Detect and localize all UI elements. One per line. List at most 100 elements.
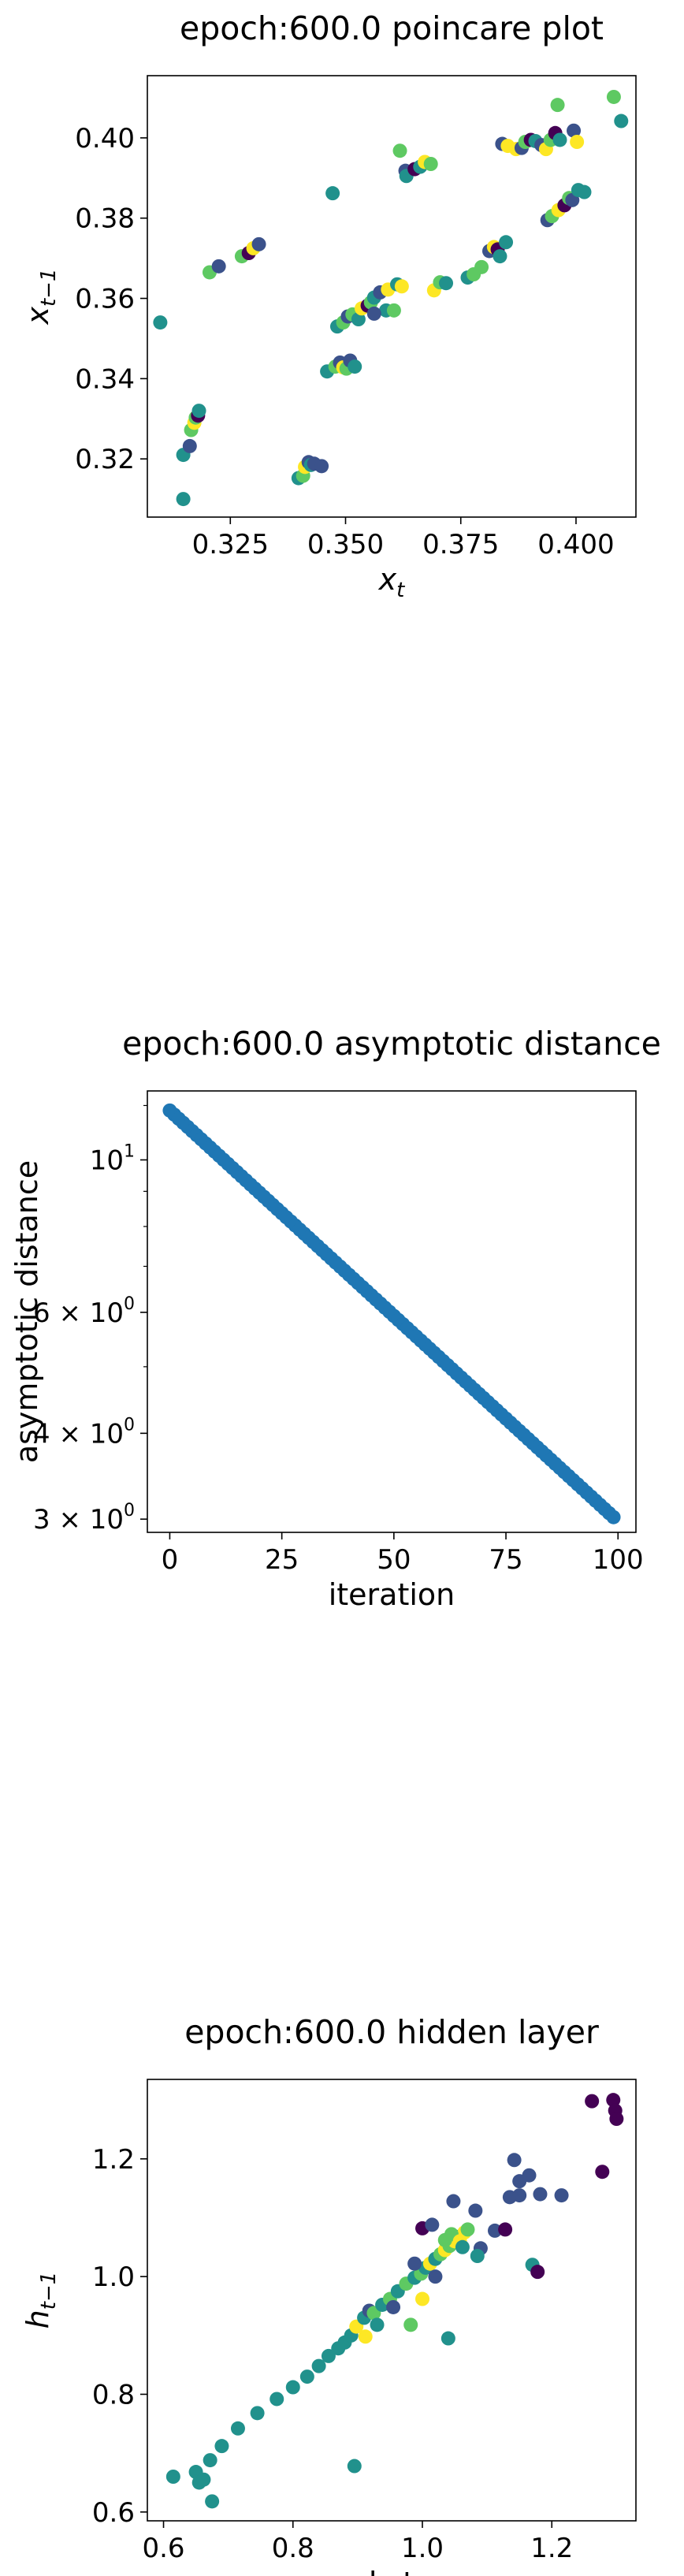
data-point bbox=[153, 315, 168, 330]
data-point bbox=[347, 2459, 362, 2474]
x-tick-label: 0 bbox=[162, 1544, 179, 1576]
data-points bbox=[162, 1103, 621, 1524]
y-tick-label: 101 bbox=[90, 1141, 135, 1176]
chart-title: epoch:600.0 asymptotic distance bbox=[122, 1025, 661, 1063]
data-point bbox=[203, 2453, 217, 2468]
data-point bbox=[205, 2494, 220, 2509]
data-point bbox=[439, 276, 454, 291]
data-point bbox=[299, 2369, 314, 2384]
y-tick-label: 0.40 bbox=[75, 123, 135, 154]
data-point bbox=[606, 1509, 621, 1524]
x-tick-label: 25 bbox=[265, 1544, 299, 1576]
data-point bbox=[585, 2094, 600, 2109]
data-point bbox=[512, 2188, 527, 2203]
data-point bbox=[474, 259, 489, 274]
x-tick-label: 1.2 bbox=[530, 2533, 573, 2564]
data-point bbox=[407, 2256, 422, 2271]
data-point bbox=[567, 123, 582, 138]
data-point bbox=[460, 2222, 475, 2237]
y-axis-label: xt−1 bbox=[20, 268, 61, 325]
chart-3: epoch:600.0 hidden layer 0.6 0.8 1.0 1.2 0.6 0… bbox=[20, 2013, 637, 2576]
plot-frame bbox=[147, 75, 637, 518]
y-tick-label: 1.0 bbox=[92, 2261, 135, 2293]
y-axis-label: ht−1 bbox=[20, 2272, 61, 2329]
chart-1: epoch:600.0 poincare plot 0.325 0.350 0.375… bbox=[20, 9, 637, 602]
data-point bbox=[595, 2165, 610, 2180]
x-axis-label: h_t bbox=[369, 2566, 414, 2576]
data-point bbox=[403, 2317, 418, 2332]
data-point bbox=[570, 135, 585, 149]
data-point bbox=[196, 2472, 211, 2487]
data-point bbox=[386, 2299, 401, 2314]
data-point bbox=[441, 2331, 455, 2346]
data-point bbox=[468, 2203, 483, 2218]
y-tick-label: 0.8 bbox=[92, 2379, 135, 2410]
x-tick-label: 100 bbox=[593, 1544, 644, 1576]
x-tick-label: 75 bbox=[489, 1544, 522, 1576]
data-point bbox=[614, 114, 629, 128]
y-tick-label: 1.2 bbox=[92, 2144, 135, 2176]
data-point bbox=[455, 2239, 470, 2254]
plot-frame bbox=[147, 1090, 637, 1533]
data-point bbox=[358, 2329, 373, 2344]
data-point bbox=[325, 186, 340, 201]
data-point bbox=[214, 2439, 229, 2454]
data-points bbox=[165, 2093, 624, 2509]
y-tick-label: 0.36 bbox=[75, 284, 135, 315]
data-point bbox=[470, 2249, 485, 2263]
x-tick-label: 1.0 bbox=[401, 2533, 444, 2564]
x-axis-label: xt bbox=[378, 562, 406, 602]
x-tick-label: 0.350 bbox=[307, 529, 384, 560]
data-point bbox=[348, 359, 362, 374]
data-point bbox=[425, 2217, 440, 2232]
data-point bbox=[415, 2291, 430, 2306]
y-tick-label: 4 × 100 bbox=[33, 1415, 135, 1450]
x-tick-label: 50 bbox=[377, 1544, 411, 1576]
x-tick-label: 0.6 bbox=[142, 2533, 184, 2564]
data-point bbox=[321, 2348, 336, 2363]
data-point bbox=[493, 249, 507, 264]
y-tick-label: 0.34 bbox=[75, 363, 135, 395]
x-tick-label: 0.375 bbox=[422, 529, 499, 560]
data-point bbox=[530, 2265, 545, 2280]
data-point bbox=[606, 89, 621, 104]
data-point bbox=[285, 2380, 300, 2395]
chart-title: epoch:600.0 poincare plot bbox=[180, 9, 604, 47]
data-point bbox=[311, 2358, 326, 2373]
data-point bbox=[533, 2187, 548, 2202]
data-point bbox=[423, 157, 438, 171]
data-point bbox=[512, 2174, 527, 2189]
x-tick-label: 0.8 bbox=[272, 2533, 314, 2564]
y-tick-label: 0.32 bbox=[75, 444, 135, 475]
data-point bbox=[351, 312, 366, 327]
x-axis-label: iteration bbox=[329, 1577, 455, 1612]
data-point bbox=[577, 184, 592, 199]
data-point bbox=[251, 236, 266, 251]
x-tick-label: 0.400 bbox=[537, 529, 614, 560]
y-axis-label: asymptotic distance bbox=[9, 1160, 44, 1463]
y-tick-label: 0.38 bbox=[75, 203, 135, 235]
y-tick-label: 3 × 100 bbox=[33, 1501, 135, 1536]
data-point bbox=[498, 2222, 513, 2237]
y-tick-label: 6 × 100 bbox=[33, 1294, 135, 1329]
data-point bbox=[176, 492, 191, 507]
data-point bbox=[606, 2093, 621, 2108]
plot-frame bbox=[147, 2079, 637, 2522]
data-point bbox=[554, 2188, 569, 2203]
data-point bbox=[250, 2406, 265, 2421]
x-tick-label: 0.325 bbox=[192, 529, 269, 560]
data-point bbox=[428, 2269, 443, 2284]
data-point bbox=[211, 259, 226, 274]
data-point bbox=[386, 303, 401, 318]
data-point bbox=[182, 438, 197, 453]
data-point bbox=[165, 2470, 180, 2484]
data-point bbox=[314, 459, 329, 474]
y-tick-label: 0.6 bbox=[92, 2497, 135, 2529]
data-point bbox=[366, 306, 381, 321]
data-point bbox=[487, 2223, 502, 2238]
data-point bbox=[191, 404, 206, 419]
data-point bbox=[394, 279, 409, 294]
chart-2: epoch:600.0 asymptotic distance 0 25 50 75 10… bbox=[9, 1025, 661, 1612]
data-point bbox=[270, 2392, 284, 2407]
